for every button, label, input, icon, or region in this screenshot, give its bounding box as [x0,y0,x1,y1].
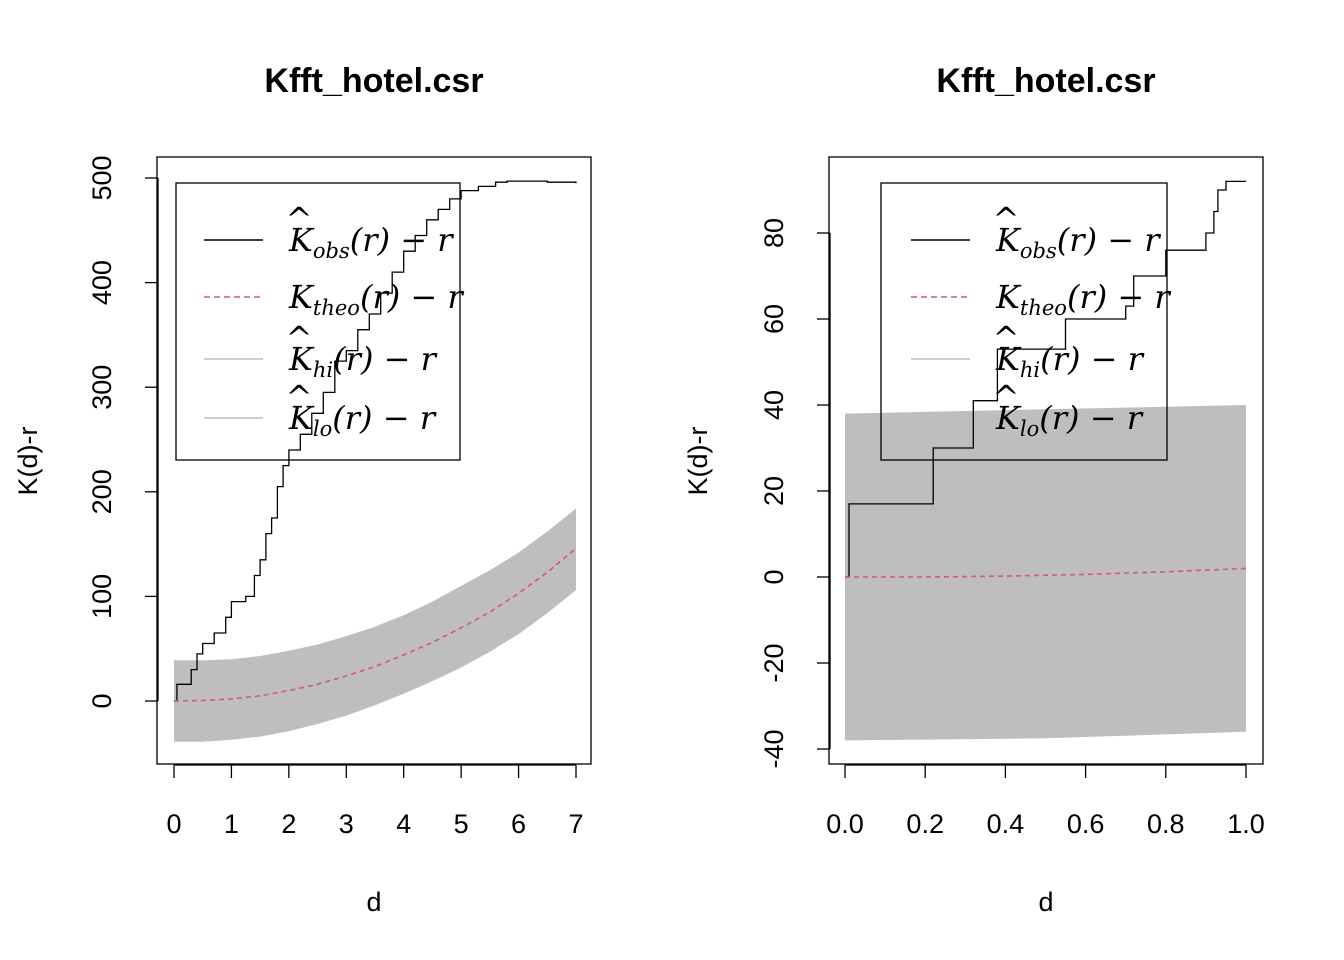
legend-hat-hi: ^ [286,319,313,357]
legend-label-hi: Khi(r) − r [288,340,438,382]
legend-label-theo: Ktheo(r) − r [995,278,1171,320]
x-tick-label: 0.4 [987,809,1025,839]
y-tick-label: -40 [759,729,789,768]
legend-box [175,182,461,461]
left-panel: Kfft_hotel.csr d K(d)-r Kobs(r) − r^Kthe… [13,62,592,917]
legend-label-hi: Khi(r) − r [995,340,1145,382]
y-axis-label: K(d)-r [13,427,43,496]
y-tick-label: 60 [759,304,789,334]
legend-hat-lo: ^ [993,378,1020,416]
plot-frame [828,156,1264,765]
chart-title: Kfft_hotel.csr [264,62,483,100]
y-tick-label: 80 [759,218,789,248]
y-tick-label: 20 [759,476,789,506]
y-tick-label: 0 [87,693,117,708]
right-panel: Kfft_hotel.csr d K(d)-r Kobs(r) − r^Kthe… [683,62,1265,917]
x-tick-label: 2 [281,809,296,839]
legend-hat-obs: ^ [993,200,1020,238]
legend-label-lo: Klo(r) − r [995,399,1144,441]
legend-label-theo: Ktheo(r) − r [288,278,464,320]
x-tick-label: 4 [396,809,411,839]
y-tick-label: 500 [87,155,117,200]
theoretical-line [173,547,577,702]
y-tick-label: 40 [759,390,789,420]
x-tick-label: 5 [454,809,469,839]
envelope-band [174,508,576,742]
x-tick-label: 6 [511,809,526,839]
x-tick-label: 0.0 [826,809,864,839]
legend-hat-lo: ^ [286,378,313,416]
x-tick-label: 0.2 [906,809,944,839]
x-tick-label: 0.8 [1147,809,1185,839]
legend-label-obs: Kobs(r) − r [288,221,454,263]
legend-label-lo: Klo(r) − r [288,399,437,441]
x-tick-label: 1 [224,809,239,839]
x-tick-label: 7 [568,809,583,839]
plot-frame [156,156,592,765]
y-tick-label: 400 [87,260,117,305]
y-tick-label: -20 [759,643,789,682]
envelope-band [845,405,1246,741]
y-tick-label: 200 [87,469,117,514]
x-tick-label: 1.0 [1227,809,1265,839]
y-tick-label: 100 [87,574,117,619]
y-tick-label: 300 [87,365,117,410]
x-tick-label: 0.6 [1067,809,1105,839]
x-tick-label: 0 [166,809,181,839]
legend-label-obs: Kobs(r) − r [995,221,1161,263]
chart-title: Kfft_hotel.csr [936,62,1155,100]
theoretical-line [845,567,1247,578]
x-tick-label: 3 [339,809,354,839]
y-tick-label: 0 [759,569,789,584]
legend-hat-hi: ^ [993,319,1020,357]
observed-line [174,180,577,702]
x-axis-label: d [1038,887,1053,917]
legend-box [880,182,1168,461]
legend-hat-obs: ^ [286,200,313,238]
y-axis-label: K(d)-r [683,427,713,496]
x-axis-label: d [366,887,381,917]
observed-line [845,180,1246,578]
